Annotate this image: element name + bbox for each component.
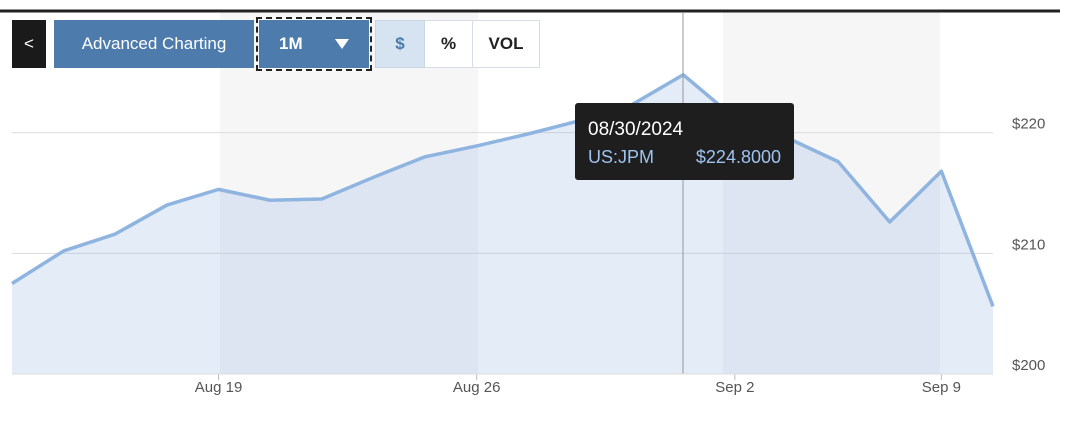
advanced-charting-button[interactable]: Advanced Charting — [54, 20, 254, 68]
x-tick-label: Aug 19 — [195, 379, 243, 396]
y-tick-label: $210 — [1012, 236, 1045, 253]
tooltip-price: $224.8000 — [696, 147, 781, 167]
mode-button[interactable]: $ — [375, 20, 425, 68]
x-tick-label: Aug 26 — [453, 379, 501, 396]
week-band — [723, 12, 940, 374]
mode-button[interactable]: % — [425, 20, 473, 68]
x-tick-label: Sep 9 — [922, 379, 961, 396]
range-label: 1M — [279, 34, 303, 53]
y-tick-label: $200 — [1012, 357, 1045, 374]
line — [11, 72, 995, 308]
mode-button[interactable]: VOL — [473, 20, 540, 68]
back-button[interactable]: < — [12, 20, 46, 68]
tooltip-box — [575, 103, 794, 180]
dropdown-arrow — [335, 39, 349, 49]
tooltip-date: 08/30/2024 — [588, 119, 684, 140]
x-tick-label: Sep 2 — [715, 379, 754, 396]
tooltip-symbol: US:JPM — [588, 147, 654, 167]
y-tick-label: $220 — [1012, 116, 1045, 133]
week-band — [220, 12, 478, 374]
range-dropdown[interactable]: 1M — [256, 17, 372, 71]
